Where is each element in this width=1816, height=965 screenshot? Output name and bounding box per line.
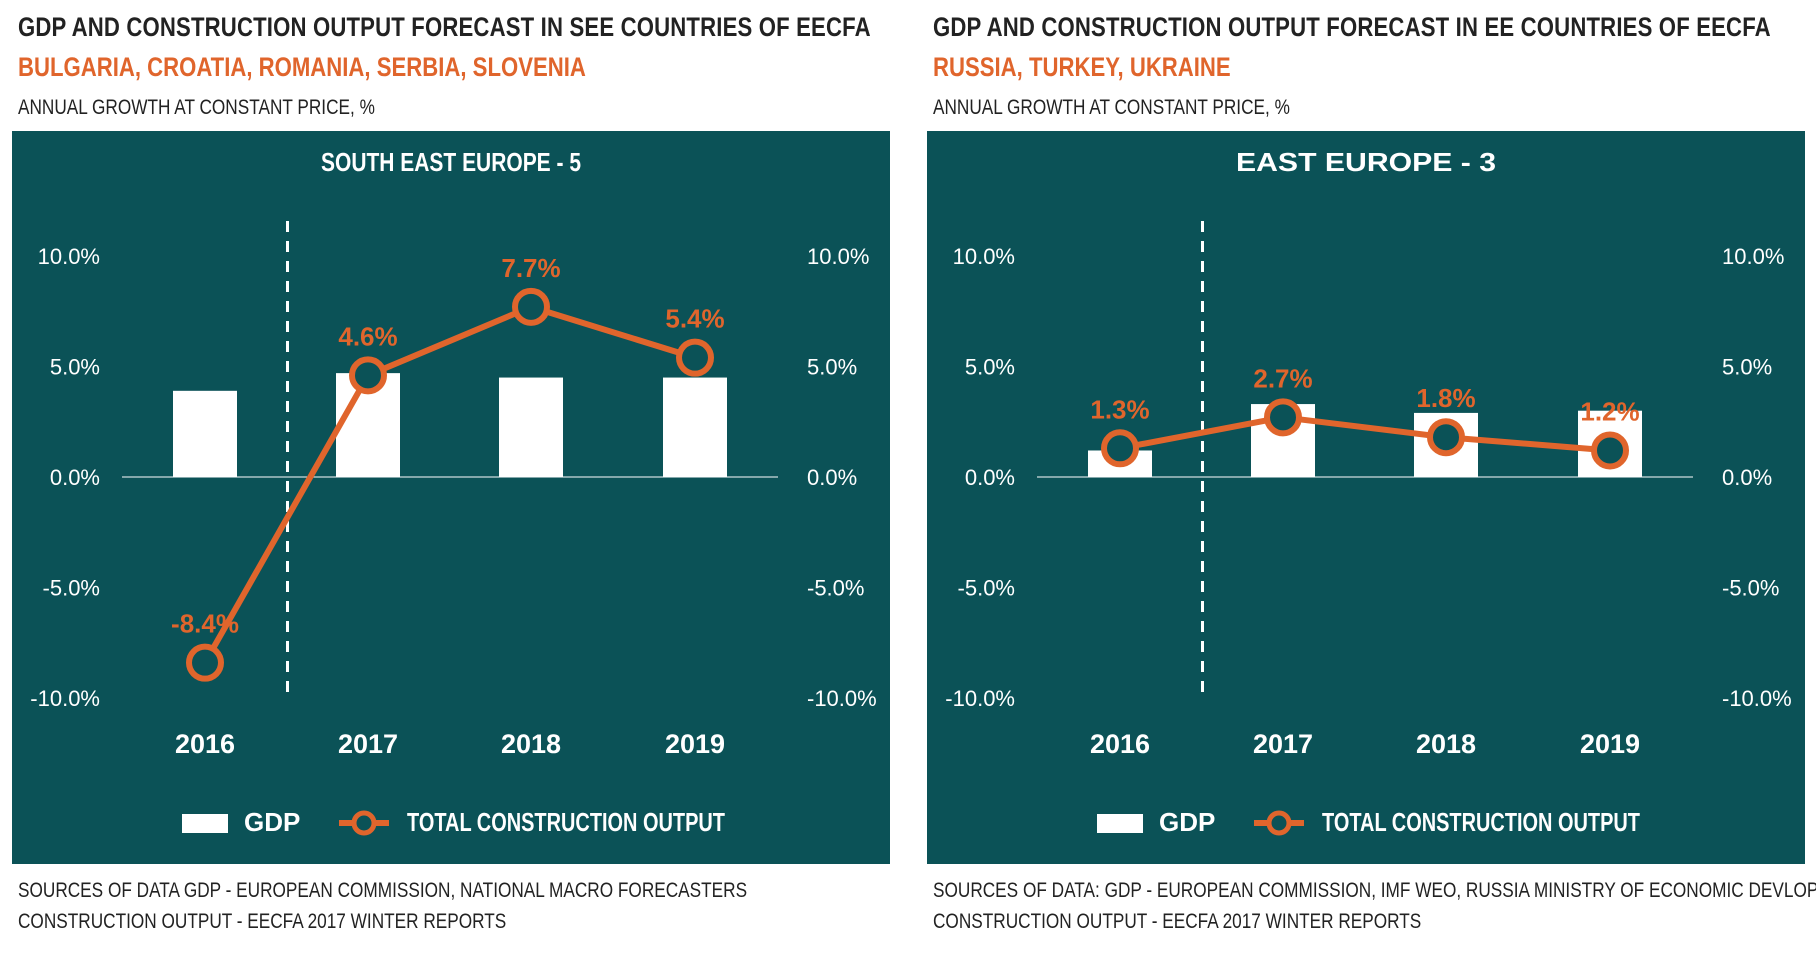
left-subtitle: BULGARIA, CROATIA, ROMANIA, SERBIA, SLOV… (18, 52, 586, 82)
right-chart: EAST EUROPE - 3 10.0% 10.0% 5.0% 5.0% 0.0% 0.0… (927, 131, 1805, 864)
ee3-chart-svg: EAST EUROPE - 3 10.0% 10.0% 5.0% 5.0% 0.0% 0.0… (927, 131, 1805, 864)
legend-line-label: TOTAL CONSTRUCTION OUTPUT (407, 807, 725, 837)
gdp-bar (663, 377, 727, 477)
left-source-note: SOURCES OF DATA GDP - EUROPEAN COMMISSIO… (18, 875, 747, 937)
right-source-note: SOURCES OF DATA: GDP - EUROPEAN COMMISSI… (933, 875, 1816, 937)
right-unit-label: ANNUAL GROWTH AT CONSTANT PRICE, % (933, 96, 1290, 119)
construction-output-point (1101, 429, 1139, 468)
right-subtitle: RUSSIA, TURKEY, UKRAINE (933, 52, 1231, 82)
gdp-bar (173, 390, 237, 477)
y-tick-left: 5.0% (965, 355, 1015, 380)
y-tick-right: 10.0% (807, 244, 869, 269)
left-unit-label: ANNUAL GROWTH AT CONSTANT PRICE, % (18, 96, 375, 119)
legend-line-label: TOTAL CONSTRUCTION OUTPUT (1322, 807, 1640, 837)
construction-output-label: 2.7% (1253, 363, 1312, 393)
y-tick-left: -5.0% (958, 576, 1015, 601)
legend-gdp-swatch (182, 814, 228, 833)
chart-background (927, 131, 1805, 864)
right-source-line-1: SOURCES OF DATA: GDP - EUROPEAN COMMISSI… (933, 879, 1816, 902)
y-tick-right: 0.0% (1722, 465, 1772, 490)
construction-output-point (1427, 418, 1465, 457)
y-tick-right: 10.0% (1722, 244, 1784, 269)
left-title: GDP AND CONSTRUCTION OUTPUT FORECAST IN … (18, 12, 871, 42)
construction-output-point (1591, 431, 1629, 470)
construction-output-point (512, 287, 550, 326)
construction-output-point (186, 643, 224, 682)
y-tick-right: -5.0% (1722, 576, 1779, 601)
construction-output-label: 4.6% (338, 321, 397, 351)
construction-output-label: 1.2% (1580, 396, 1639, 426)
left-panel: GDP AND CONSTRUCTION OUTPUT FORECAST IN … (0, 0, 890, 965)
legend-line-marker (1266, 810, 1292, 836)
x-tick-label: 2017 (338, 729, 398, 759)
chart-title: SOUTH EAST EUROPE - 5 (321, 147, 581, 177)
see5-chart-svg: SOUTH EAST EUROPE - 5 10.0% 10.0% 5.0% 5.0% 0… (12, 131, 890, 864)
y-tick-right: 5.0% (1722, 355, 1772, 380)
y-tick-left: -10.0% (945, 686, 1015, 711)
legend-gdp-label: GDP (244, 807, 300, 837)
construction-output-point (676, 338, 714, 377)
right-source-line-2: CONSTRUCTION OUTPUT - EECFA 2017 WINTER … (933, 910, 1422, 933)
construction-output-line (1119, 414, 1611, 454)
y-tick-left: 0.0% (50, 465, 100, 490)
left-source-line-2: CONSTRUCTION OUTPUT - EECFA 2017 WINTER … (18, 910, 507, 933)
y-tick-left: -10.0% (30, 686, 100, 711)
construction-output-point (1264, 398, 1302, 437)
x-tick-label: 2019 (665, 729, 725, 759)
y-tick-right: -10.0% (1722, 686, 1792, 711)
y-tick-right: 5.0% (807, 355, 857, 380)
y-tick-right: 0.0% (807, 465, 857, 490)
x-tick-label: 2017 (1253, 729, 1313, 759)
x-tick-label: 2018 (1416, 729, 1476, 759)
x-tick-label: 2016 (1090, 729, 1150, 759)
y-tick-left: 0.0% (965, 465, 1015, 490)
construction-output-label: 1.8% (1416, 383, 1475, 413)
right-panel: GDP AND CONSTRUCTION OUTPUT FORECAST IN … (915, 0, 1816, 965)
x-tick-label: 2019 (1580, 729, 1640, 759)
y-tick-left: -5.0% (43, 576, 100, 601)
chart-background (12, 131, 890, 864)
construction-output-point (349, 356, 387, 395)
right-title: GDP AND CONSTRUCTION OUTPUT FORECAST IN … (933, 12, 1771, 42)
y-tick-right: -5.0% (807, 576, 864, 601)
left-source-line-1: SOURCES OF DATA GDP - EUROPEAN COMMISSIO… (18, 879, 748, 902)
legend-line-marker (351, 810, 377, 836)
y-tick-left: 10.0% (38, 244, 100, 269)
x-tick-label: 2016 (175, 729, 235, 759)
construction-output-label: 7.7% (501, 253, 560, 283)
construction-output-label: 5.4% (665, 304, 724, 334)
y-tick-left: 5.0% (50, 355, 100, 380)
construction-output-label: 1.3% (1090, 394, 1149, 424)
y-tick-right: -10.0% (807, 686, 877, 711)
left-chart: SOUTH EAST EUROPE - 5 10.0% 10.0% 5.0% 5.0% 0… (12, 131, 890, 864)
y-tick-left: 10.0% (953, 244, 1015, 269)
legend-gdp-swatch (1097, 814, 1143, 833)
construction-output-line (202, 303, 696, 665)
gdp-bar (499, 377, 563, 477)
x-tick-label: 2018 (501, 729, 561, 759)
legend-gdp-label: GDP (1159, 807, 1215, 837)
chart-title: EAST EUROPE - 3 (1236, 147, 1496, 177)
construction-output-label: -8.4% (171, 609, 239, 639)
